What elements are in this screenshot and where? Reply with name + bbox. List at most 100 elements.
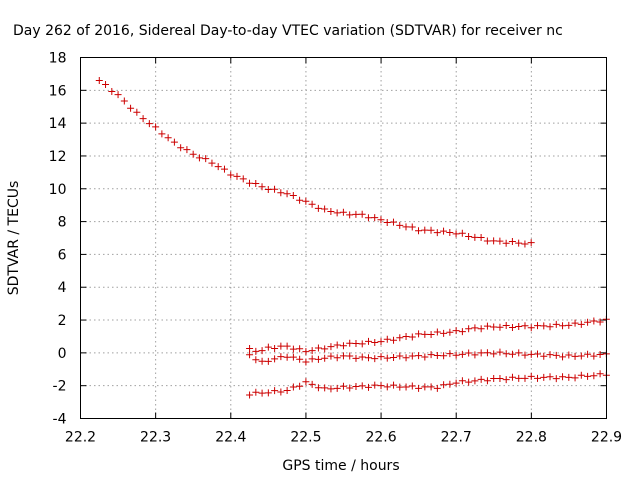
data-point xyxy=(440,352,448,360)
data-point xyxy=(289,383,297,391)
data-point xyxy=(277,189,285,197)
data-point xyxy=(239,175,247,183)
data-point xyxy=(446,328,454,336)
data-point xyxy=(540,322,548,330)
data-point xyxy=(258,347,266,355)
data-point xyxy=(490,350,498,358)
data-point xyxy=(339,382,347,390)
data-point xyxy=(352,340,360,348)
data-point xyxy=(333,209,341,217)
data-point xyxy=(396,334,404,342)
x-tick-label: 22.9 xyxy=(591,430,622,446)
data-point xyxy=(552,351,560,359)
data-point xyxy=(246,351,254,359)
data-point xyxy=(471,233,479,241)
data-point xyxy=(258,389,266,397)
x-tick-label: 22.4 xyxy=(215,430,246,446)
data-point xyxy=(421,330,429,338)
data-point xyxy=(302,197,310,205)
series-satellite-a xyxy=(95,76,535,248)
data-point xyxy=(590,372,598,380)
data-point xyxy=(477,375,485,383)
data-point xyxy=(371,339,379,347)
data-point xyxy=(577,320,585,328)
data-point xyxy=(559,322,567,330)
data-point xyxy=(402,223,410,231)
data-point xyxy=(321,354,329,362)
data-point xyxy=(483,349,491,357)
data-point xyxy=(502,376,510,384)
data-point xyxy=(271,185,279,193)
data-point xyxy=(584,372,592,380)
y-tick-label: 18 xyxy=(49,51,67,67)
data-point xyxy=(352,210,360,218)
data-point xyxy=(296,355,304,363)
data-point xyxy=(164,134,172,142)
data-point xyxy=(258,183,266,191)
y-tick-labels: -4 -2 0 2 4 6 8 10 12 14 16 18 xyxy=(49,51,67,428)
data-point xyxy=(571,352,579,360)
data-point xyxy=(390,354,398,362)
data-point xyxy=(339,352,347,360)
data-point xyxy=(471,351,479,359)
data-point xyxy=(408,352,416,360)
data-point xyxy=(308,355,316,363)
data-point xyxy=(446,380,454,388)
data-point xyxy=(227,171,235,179)
data-point xyxy=(483,322,491,330)
data-point xyxy=(465,325,473,333)
data-point xyxy=(371,381,379,389)
data-point xyxy=(402,332,410,340)
data-point xyxy=(433,384,441,392)
data-point xyxy=(120,97,128,105)
data-point xyxy=(527,324,535,332)
data-point xyxy=(383,335,391,343)
data-point xyxy=(296,345,304,353)
data-point xyxy=(183,146,191,154)
data-point xyxy=(333,341,341,349)
data-point xyxy=(433,351,441,359)
data-point xyxy=(515,323,523,331)
data-point xyxy=(95,76,103,84)
data-point xyxy=(264,389,272,397)
data-point xyxy=(289,191,297,199)
data-point xyxy=(515,239,523,247)
data-point xyxy=(333,354,341,362)
data-point xyxy=(521,351,529,359)
y-tick-label: 8 xyxy=(58,215,67,231)
y-tick-label: 0 xyxy=(58,346,67,362)
data-point xyxy=(145,120,153,128)
data-point xyxy=(289,345,297,353)
data-point xyxy=(258,357,266,365)
data-point xyxy=(446,350,454,358)
data-point xyxy=(477,325,485,333)
y-tick-label: -2 xyxy=(53,379,67,395)
data-point xyxy=(283,342,291,350)
data-point xyxy=(396,352,404,360)
data-point xyxy=(415,330,423,338)
data-point xyxy=(277,342,285,350)
data-point xyxy=(433,328,441,336)
data-point xyxy=(440,227,448,235)
data-point xyxy=(540,373,548,381)
series-satellite-b xyxy=(246,315,610,356)
data-point xyxy=(321,384,329,392)
data-point xyxy=(521,322,529,330)
data-point xyxy=(346,211,354,219)
data-point xyxy=(289,353,297,361)
data-point xyxy=(502,350,510,358)
data-point xyxy=(415,384,423,392)
data-point xyxy=(358,382,366,390)
data-point xyxy=(365,383,372,391)
data-point xyxy=(314,384,322,392)
data-point xyxy=(252,179,260,187)
data-point xyxy=(327,385,335,393)
data-point xyxy=(521,240,529,248)
data-point xyxy=(177,144,185,152)
y-tick-label: 16 xyxy=(49,83,67,99)
data-point xyxy=(458,328,466,336)
data-point xyxy=(327,343,335,351)
data-point xyxy=(552,320,560,328)
data-point xyxy=(521,374,529,382)
data-point xyxy=(133,108,141,116)
